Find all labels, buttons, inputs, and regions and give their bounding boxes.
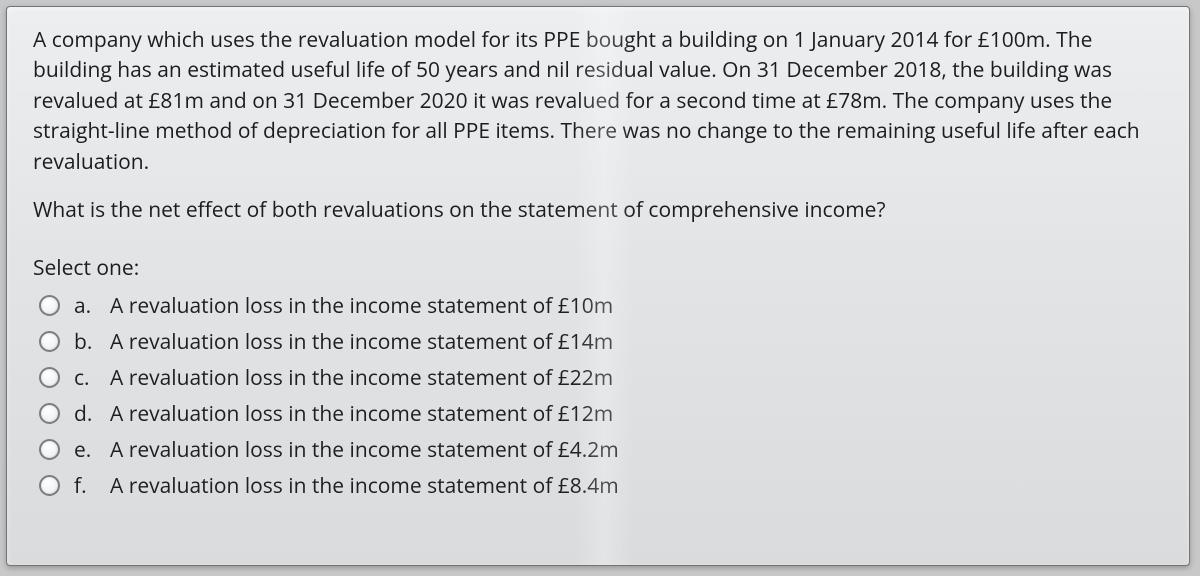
radio-icon[interactable] (39, 295, 60, 316)
option-b[interactable]: b. A revaluation loss in the income stat… (39, 328, 1163, 356)
radio-icon[interactable] (39, 475, 60, 496)
question-prompt: What is the net effect of both revaluati… (33, 195, 1163, 225)
option-letter: e. (74, 436, 96, 464)
option-f[interactable]: f. A revaluation loss in the income stat… (39, 472, 1163, 500)
option-letter: b. (74, 328, 96, 356)
option-c[interactable]: c. A revaluation loss in the income stat… (39, 364, 1163, 392)
option-letter: d. (74, 400, 96, 428)
option-e[interactable]: e. A revaluation loss in the income stat… (39, 436, 1163, 464)
option-a[interactable]: a. A revaluation loss in the income stat… (39, 292, 1163, 320)
option-text: A revaluation loss in the income stateme… (110, 400, 613, 428)
options-list: a. A revaluation loss in the income stat… (33, 292, 1163, 500)
question-panel: A company which uses the revaluation mod… (6, 6, 1190, 566)
screen-frame: A company which uses the revaluation mod… (0, 0, 1200, 576)
question-body: A company which uses the revaluation mod… (33, 25, 1163, 177)
option-text: A revaluation loss in the income stateme… (110, 328, 613, 356)
radio-icon[interactable] (39, 367, 60, 388)
option-letter: c. (74, 364, 96, 392)
option-text: A revaluation loss in the income stateme… (110, 436, 619, 464)
radio-icon[interactable] (39, 403, 60, 424)
option-letter: f. (74, 472, 96, 500)
option-letter: a. (74, 292, 96, 320)
option-text: A revaluation loss in the income stateme… (110, 292, 613, 320)
option-d[interactable]: d. A revaluation loss in the income stat… (39, 400, 1163, 428)
select-one-label: Select one: (33, 254, 1163, 282)
option-text: A revaluation loss in the income stateme… (110, 472, 619, 500)
radio-icon[interactable] (39, 439, 60, 460)
radio-icon[interactable] (39, 331, 60, 352)
option-text: A revaluation loss in the income stateme… (110, 364, 613, 392)
